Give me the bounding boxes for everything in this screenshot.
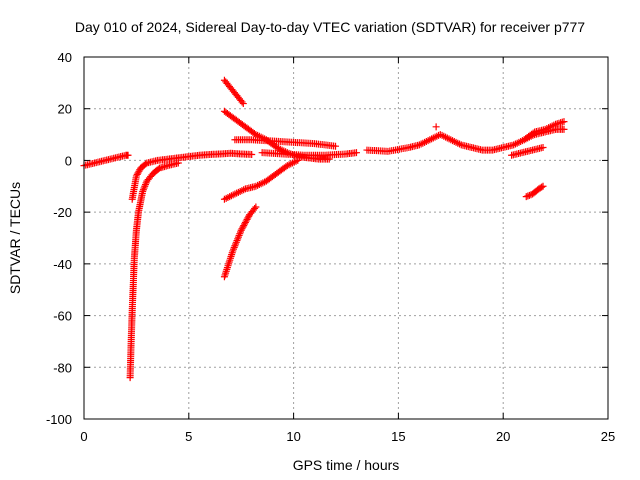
y-axis-label: SDTVAR / TECUs [7,182,23,294]
data-point [141,181,149,189]
data-point [141,182,149,190]
y-tick-label: 20 [58,102,72,117]
x-tick-label: 5 [185,429,192,444]
data-point [135,167,143,175]
data-point [232,240,240,248]
data-point [237,228,245,236]
data-point [229,247,237,255]
series-arc-mid [231,136,340,150]
tick-layer: 0 5 10 15 20 25 -100 -80 -60 -40 -20 0 20 40 [46,50,615,444]
x-axis-label: GPS time / hours [293,457,400,473]
series-arc-lower-rise [220,156,302,203]
data-point [539,182,547,190]
data-point [133,170,141,178]
data-point [234,233,242,241]
data-point [134,169,142,177]
data-point [252,203,260,211]
data-point [241,220,249,228]
data-point [139,186,147,194]
data-point [232,238,240,246]
chart-title: Day 010 of 2024, Sidereal Day-to-day VTE… [75,19,585,35]
data-point [238,225,246,233]
series-arc-late-mid [508,144,547,159]
data-point [237,226,245,234]
data-point [230,245,238,253]
series-arc-late-low [522,182,547,201]
data-point [352,149,360,157]
data-point [242,217,250,225]
data-point [243,215,251,223]
series-arc-recovery-upper [128,149,256,203]
series-arc-evening [363,125,568,155]
data-point [233,237,241,245]
series-arc-flat [258,149,360,159]
data-point [251,205,259,213]
y-tick-label: 40 [58,50,72,65]
y-tick-label: -40 [53,257,72,272]
data-point [140,184,148,192]
x-tick-label: 20 [496,429,510,444]
data-point [539,144,547,151]
series-arc-early [80,151,132,170]
data-point [231,242,239,250]
data-point [522,193,530,201]
plot-frame [83,56,609,420]
x-tick-label: 0 [80,429,87,444]
data-point [235,231,243,239]
x-tick-label: 25 [601,429,615,444]
data-point [234,235,242,243]
data-point [332,142,340,150]
y-tick-label: 0 [65,153,72,168]
y-tick-label: -20 [53,205,72,220]
data-point [132,172,140,180]
data-point [230,243,238,251]
data-point [241,218,249,226]
data-point [139,187,147,195]
data-point [238,98,246,106]
data-point [560,125,568,133]
data-point [529,129,537,137]
data-point [560,118,568,126]
data-point [524,192,532,200]
data-point [244,214,252,222]
series-arc-steep-rise [220,203,260,281]
data-point [432,123,440,131]
x-tick-label: 15 [391,429,405,444]
y-tick-label: -100 [46,412,72,427]
data-point [239,100,247,108]
grid-layer [84,57,608,419]
data-point [239,223,247,231]
series-arc-deep-dip [126,159,182,382]
series-arc-high-short [220,76,247,108]
data-point [142,160,150,168]
data-point [525,191,533,199]
data-layer [80,76,568,382]
y-tick-label: -80 [53,360,72,375]
data-point [236,230,244,238]
data-point [248,150,256,158]
data-point [538,183,546,191]
series-arc-late-upper [520,118,568,144]
y-tick-label: -60 [53,309,72,324]
x-tick-label: 10 [286,429,300,444]
series-outlier [432,123,440,131]
data-point [124,151,132,159]
data-point [154,165,162,173]
data-point [240,222,248,230]
